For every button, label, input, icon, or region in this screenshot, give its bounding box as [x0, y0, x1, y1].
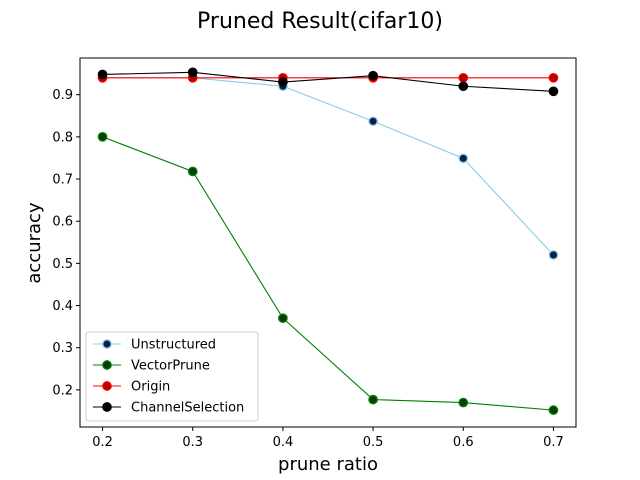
data-point-vectorprune — [368, 394, 378, 405]
data-point-channelselection — [548, 86, 559, 97]
series-line-vectorprune — [102, 136, 554, 411]
plot-area — [79, 57, 577, 428]
data-point-channelselection — [278, 77, 288, 87]
legend: Unstructured VectorPrune Origin ChannelSele… — [85, 331, 259, 422]
series-group — [97, 67, 559, 415]
y-tick-label: 0.3 — [52, 341, 73, 356]
data-point-origin — [548, 72, 559, 83]
x-tick-label: 0.7 — [543, 435, 564, 450]
data-point-channelselection — [187, 67, 198, 78]
data-point-vectorprune — [187, 166, 198, 177]
chart-title: Pruned Result(cifar10) — [197, 9, 443, 34]
data-point-channelselection — [368, 70, 378, 81]
y-tick-label: 0.8 — [52, 130, 73, 145]
data-point-channelselection — [97, 69, 108, 80]
series-line-unstructured — [102, 77, 554, 256]
x-tick-label: 0.6 — [453, 435, 474, 450]
legend-marker-unstructured — [102, 339, 112, 349]
data-point-unstructured — [548, 250, 559, 260]
y-tick-label: 0.9 — [52, 88, 73, 103]
y-tick-label: 0.6 — [52, 215, 73, 230]
x-axis-label: prune ratio — [278, 454, 378, 475]
data-point-unstructured — [368, 116, 378, 127]
legend-label-unstructured: Unstructured — [131, 338, 216, 353]
data-point-vectorprune — [278, 313, 288, 324]
y-tick-label: 0.7 — [52, 173, 73, 188]
legend-marker-channelselection — [102, 402, 112, 412]
x-tick-label: 0.5 — [363, 435, 384, 450]
x-tick-label: 0.4 — [273, 435, 294, 450]
legend-label-vectorprune: VectorPrune — [131, 359, 210, 374]
y-tick-label: 0.4 — [52, 299, 73, 314]
legend-label-origin: Origin — [131, 380, 170, 395]
legend-marker-origin — [102, 381, 112, 391]
legend-box — [85, 331, 259, 422]
legend-label-channelselection: ChannelSelection — [131, 401, 244, 416]
data-point-vectorprune — [458, 397, 469, 408]
y-tick-label: 0.2 — [52, 383, 73, 398]
data-point-vectorprune — [548, 405, 559, 415]
data-point-origin — [458, 72, 469, 83]
y-axis-label: accuracy — [24, 202, 45, 284]
y-axis: 0.2 0.3 0.4 0.5 0.6 0.7 0.8 0.9 — [52, 88, 80, 398]
legend-marker-vectorprune — [102, 360, 112, 370]
data-point-channelselection — [458, 81, 469, 92]
y-tick-label: 0.5 — [52, 257, 73, 272]
data-point-vectorprune — [97, 132, 108, 142]
series-line-channelselection — [102, 71, 554, 92]
x-tick-label: 0.2 — [92, 435, 113, 450]
x-axis: 0.2 0.3 0.4 0.5 0.6 0.7 — [92, 427, 564, 450]
data-point-unstructured — [458, 153, 469, 164]
x-tick-label: 0.3 — [182, 435, 203, 450]
